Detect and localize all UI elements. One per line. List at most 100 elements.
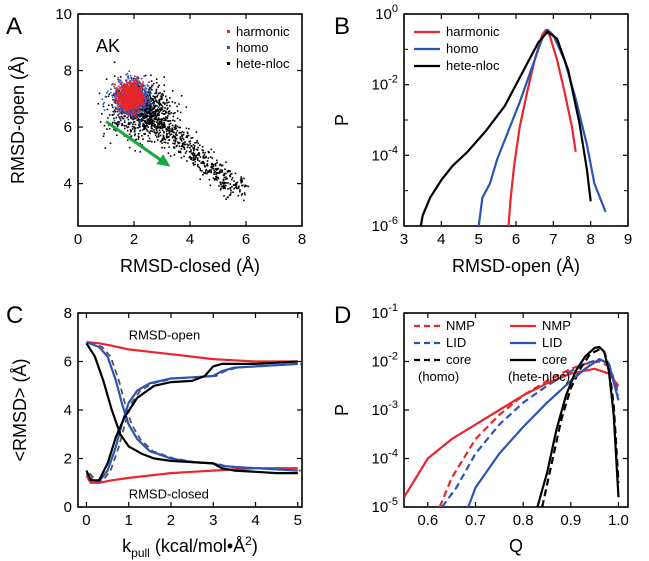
scatter-point	[136, 108, 139, 110]
scatter-point	[221, 171, 223, 173]
scatter-point	[158, 103, 161, 106]
scatter-point	[99, 121, 102, 123]
scatter-point	[136, 83, 138, 86]
y-tick-label: 10	[55, 6, 72, 23]
scatter-point	[144, 92, 147, 94]
scatter-point	[124, 115, 126, 118]
scatter-point	[127, 92, 130, 94]
scatter-point	[130, 77, 133, 79]
scatter-point	[135, 111, 137, 113]
scatter-point	[153, 97, 156, 99]
scatter-point	[148, 102, 151, 105]
scatter-point	[132, 118, 135, 121]
scatter-point	[157, 86, 159, 88]
scatter-point	[143, 104, 146, 106]
scatter-point	[150, 117, 153, 119]
scatter-point	[204, 171, 207, 173]
scatter-point	[142, 119, 145, 121]
scatter-point	[179, 138, 182, 141]
scatter-point	[145, 100, 147, 102]
scatter-point	[144, 121, 147, 124]
scatter-point	[117, 109, 120, 111]
scatter-point	[118, 92, 120, 94]
scatter-point	[122, 111, 124, 114]
scatter-point	[163, 131, 165, 134]
scatter-point	[165, 100, 168, 102]
scatter-point	[143, 124, 145, 126]
scatter-point	[153, 141, 156, 143]
scatter-point	[165, 95, 167, 98]
scatter-point	[195, 154, 197, 157]
scatter-point	[147, 97, 149, 100]
scatter-point	[168, 132, 170, 135]
scatter-point	[137, 133, 140, 135]
scatter-point	[176, 105, 178, 108]
scatter-point	[164, 110, 167, 112]
scatter-point	[236, 181, 239, 184]
annotation-rmsd-closed: RMSD-closed	[129, 487, 209, 502]
scatter-point	[222, 182, 224, 185]
scatter-point	[166, 104, 168, 107]
scatter-point	[130, 122, 132, 124]
scatter-point	[127, 108, 130, 110]
scatter-point	[146, 109, 148, 112]
scatter-point	[224, 184, 227, 187]
scatter-point	[150, 115, 152, 117]
scatter-point	[122, 99, 125, 101]
scatter-point	[134, 88, 137, 91]
y-tick-label: 4	[64, 402, 72, 419]
scatter-point	[218, 185, 220, 187]
scatter-point	[194, 158, 196, 160]
scatter-point	[205, 155, 207, 158]
scatter-point	[141, 94, 144, 97]
scatter-point	[117, 92, 119, 94]
series-line-harmonic-closed	[85, 467, 298, 484]
scatter-point	[184, 141, 186, 143]
scatter-point	[198, 154, 201, 156]
scatter-point	[216, 159, 218, 162]
scatter-point	[118, 108, 121, 110]
scatter-point	[125, 73, 127, 76]
scatter-point	[128, 123, 130, 126]
scatter-point	[214, 163, 216, 166]
x-tick-label: 3	[400, 231, 408, 248]
scatter-point	[152, 108, 154, 110]
scatter-point	[166, 128, 169, 130]
scatter-point	[163, 113, 166, 115]
scatter-point	[192, 164, 195, 166]
scatter-point	[128, 114, 130, 117]
scatter-point	[116, 110, 119, 113]
scatter-point	[129, 114, 132, 117]
scatter-point	[143, 105, 146, 108]
scatter-point	[188, 144, 190, 146]
scatter-point	[153, 126, 156, 128]
scatter-point	[127, 99, 130, 101]
scatter-point	[160, 93, 163, 96]
scatter-point	[153, 120, 156, 123]
scatter-point	[147, 91, 149, 93]
scatter-point	[104, 95, 107, 98]
scatter-point	[115, 102, 117, 105]
scatter-point	[239, 190, 241, 193]
panel-d: 0.6 0.7 0.8 0.9 1.0 10-5 10-4 10-3 10-2 10-1 NMP LI…	[332, 302, 629, 556]
scatter-point	[168, 146, 170, 148]
scatter-point	[128, 96, 131, 98]
legend-d-left-label: LID	[446, 335, 466, 350]
scatter-point	[151, 116, 153, 118]
scatter-point	[132, 113, 134, 116]
scatter-point	[123, 104, 126, 106]
scatter-point	[121, 90, 123, 92]
scatter-point	[174, 143, 176, 145]
scatter-point	[234, 172, 237, 175]
scatter-point	[144, 109, 146, 112]
scatter-point	[114, 129, 117, 132]
scatter-point	[119, 107, 122, 110]
scatter-point	[168, 123, 171, 126]
scatter-point	[149, 116, 151, 118]
scatter-point	[211, 162, 213, 165]
scatter-point	[197, 163, 199, 166]
scatter-point	[154, 96, 157, 98]
scatter-point	[151, 106, 153, 108]
scatter-point	[147, 118, 150, 120]
scatter-point	[146, 101, 149, 104]
